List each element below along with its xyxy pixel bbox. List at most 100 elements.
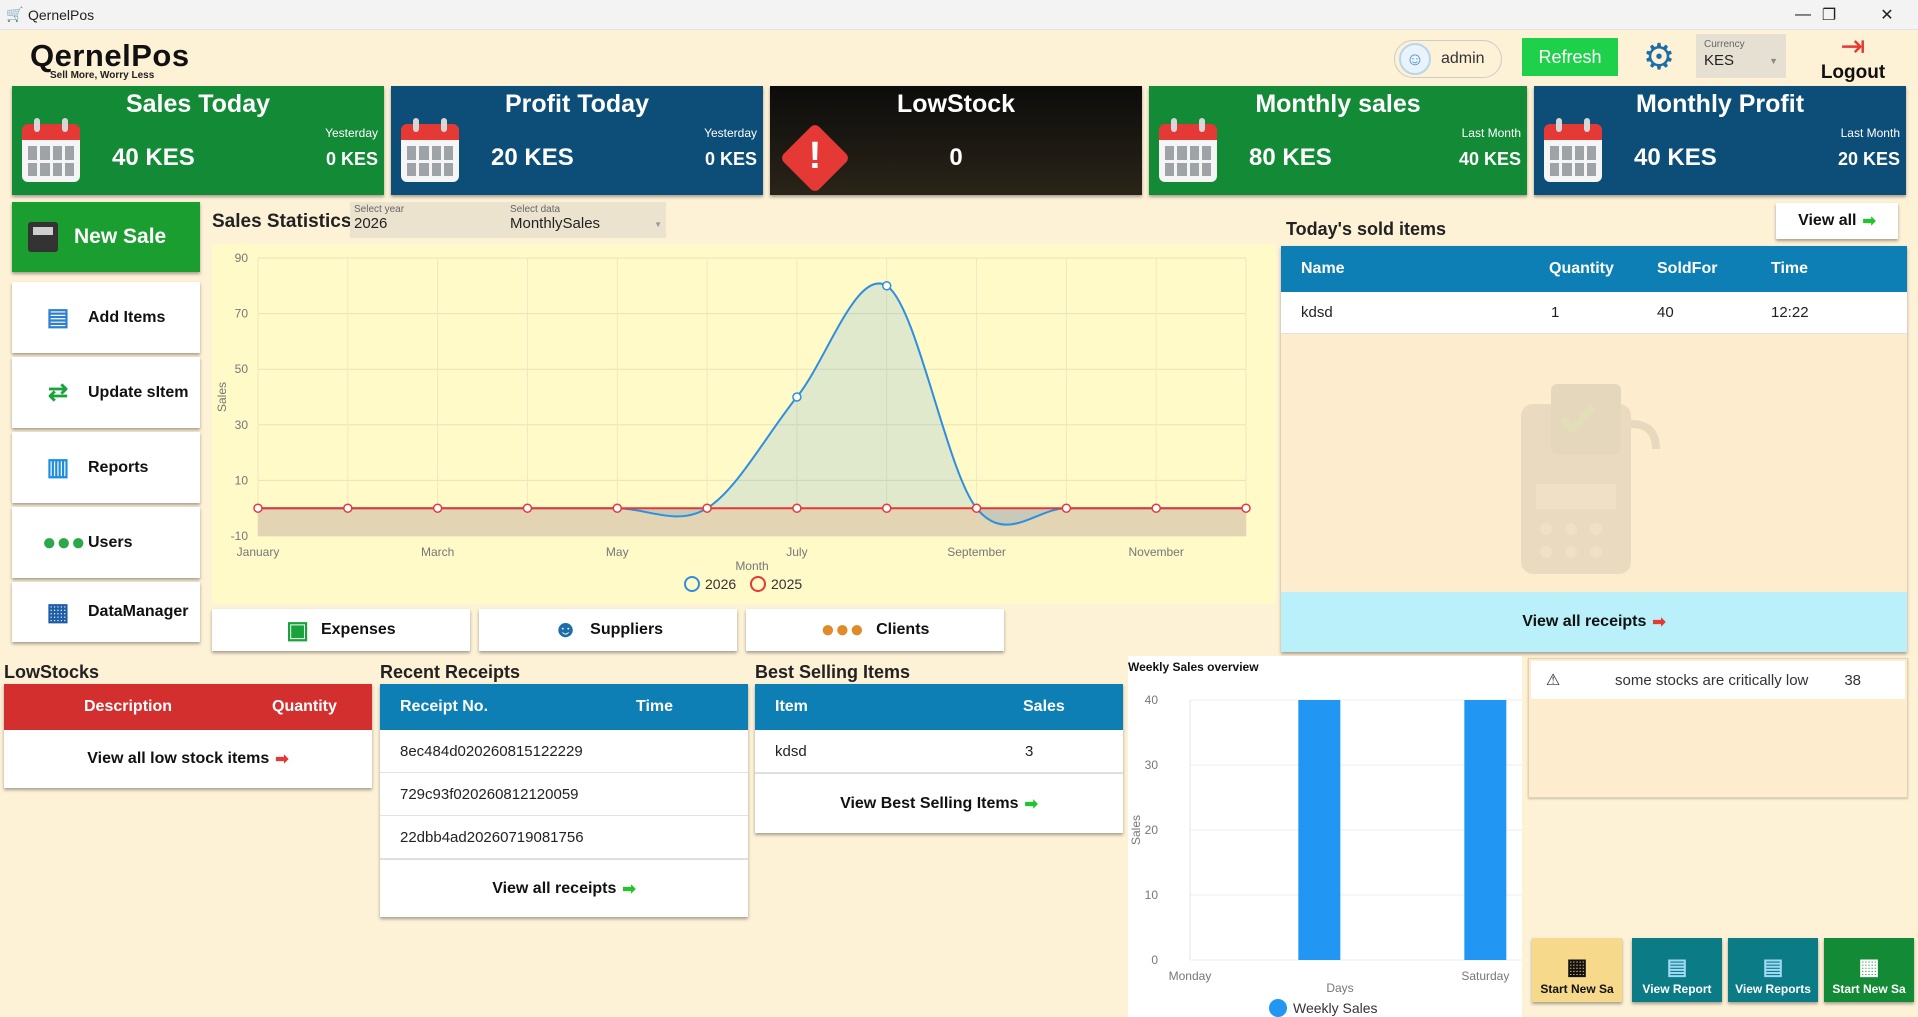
legend-label: 2026 <box>705 576 736 592</box>
series-2025-point <box>971 503 982 513</box>
sales-line-chart: 90 70 50 30 10 -10 January March May July Septembe… <box>215 251 1251 592</box>
chevron-down-icon: ▼ <box>654 220 662 229</box>
logout-button[interactable]: ⇥ Logout <box>1818 32 1888 84</box>
reports-button[interactable]: ▥ Reports <box>12 432 200 503</box>
document-icon: ▤ <box>1762 954 1784 979</box>
warning-icon: ⚠ <box>1545 672 1561 689</box>
currency-select[interactable]: Currency KES ▼ <box>1696 34 1786 78</box>
view-all-receipts-label: View all receipts <box>1522 613 1647 630</box>
card-title: Sales Today <box>125 90 271 118</box>
y-axis-label: Sales <box>215 382 229 412</box>
notification-item[interactable]: ⚠ some stocks are critically low 38 <box>1531 661 1905 699</box>
column-header: Item <box>775 698 808 715</box>
start-new-sale-quick-button[interactable]: ▦ Start New Sa <box>1532 938 1622 1002</box>
update-item-button[interactable]: ⇄ Update sItem <box>12 357 200 428</box>
view-all-receipts-button[interactable]: View all receipts ➡ <box>1281 592 1907 652</box>
y-tick-label: 10 <box>1145 888 1159 902</box>
card-profit-today: Profit Today 20 KES Yesterday 0 KES <box>391 86 763 195</box>
brand-logo: QernelPos Sell More, Worry Less <box>30 38 190 81</box>
clients-button[interactable]: ●●● Clients <box>746 609 1004 651</box>
arrow-right-icon: ➡ <box>1652 614 1666 631</box>
card-title: Monthly Profit <box>1635 90 1805 118</box>
view-low-stock-label: View all low stock items <box>87 750 270 767</box>
add-list-icon: ▤ <box>46 304 70 331</box>
wallet-icon: ▣ <box>286 616 309 644</box>
low-stocks-header: Description Quantity <box>4 684 372 730</box>
nav-label: Add Items <box>88 308 166 326</box>
series-2026-point <box>881 281 892 291</box>
view-report-quick-button[interactable]: ▤ View Report <box>1632 938 1722 1002</box>
table-row[interactable]: 22dbb4ad20260719081756 <box>380 816 748 859</box>
x-tick-label: Monday <box>1169 969 1212 983</box>
calendar-icon <box>1544 118 1602 182</box>
best-selling-header: Item Sales <box>755 684 1123 730</box>
quick-label: View Reports <box>1735 982 1811 996</box>
arrow-right-icon: ➡ <box>275 751 289 768</box>
suppliers-button[interactable]: ☻ Suppliers <box>479 609 737 651</box>
column-header: Quantity <box>1549 260 1614 277</box>
x-tick-label: September <box>947 545 1006 559</box>
arrow-right-icon: ➡ <box>1024 795 1038 813</box>
card-sub-label: Yesterday <box>704 126 757 140</box>
table-row[interactable]: 729c93f020260812120059 <box>380 773 748 816</box>
users-button[interactable]: ●●● Users <box>12 507 200 578</box>
card-sub-value: 20 KES <box>1837 149 1900 169</box>
sold-items-panel: Name Quantity SoldFor Time kdsd 1 40 12:… <box>1281 246 1907 652</box>
restore-icon[interactable]: ❐ <box>1821 7 1837 24</box>
card-title: Profit Today <box>505 90 649 118</box>
x-tick-label: July <box>786 545 807 559</box>
clients-label: Clients <box>876 621 930 638</box>
supplier-icon: ☻ <box>552 616 579 643</box>
card-value: 80 KES <box>1249 144 1332 171</box>
database-icon: ▦ <box>46 598 70 626</box>
new-sale-button[interactable]: New Sale <box>12 202 200 272</box>
close-icon[interactable]: ✕ <box>1880 7 1894 24</box>
expenses-button[interactable]: ▣ Expenses <box>212 609 470 651</box>
start-new-sale-quick-button-2[interactable]: ▦ Start New Sa <box>1824 938 1914 1002</box>
clients-icon: ●●● <box>820 616 865 643</box>
calendar-icon <box>22 118 80 182</box>
year-select-label: Select year <box>354 204 405 215</box>
table-row[interactable]: kdsd 1 40 12:22 <box>1281 292 1907 334</box>
view-reports-quick-button[interactable]: ▤ View Reports <box>1728 938 1818 1002</box>
arrow-right-icon: ➡ <box>1862 213 1876 230</box>
receipt-machine-icon <box>1521 384 1660 574</box>
data-manager-button[interactable]: ▦ DataManager <box>12 582 200 642</box>
nav-label: Update sItem <box>88 383 189 401</box>
column-header: Description <box>84 698 173 715</box>
sales-statistics-chart: 90 70 50 30 10 -10 January March May July Septembe… <box>212 244 1276 604</box>
brand-tagline: Sell More, Worry Less <box>50 70 155 81</box>
window-titlebar: 🛒 QernelPos — ❐ ✕ <box>0 0 1918 30</box>
recent-receipts-table: Receipt No. Time 8ec484d020260815122229 … <box>380 684 748 917</box>
card-value: 40 KES <box>112 144 195 171</box>
add-items-button[interactable]: ▤ Add Items <box>12 282 200 353</box>
gear-icon[interactable]: ⚙ <box>1642 36 1676 77</box>
suppliers-label: Suppliers <box>590 621 664 638</box>
view-all-sold-button[interactable]: View all ➡ <box>1776 203 1898 239</box>
data-select-value: MonthlySales <box>510 215 601 232</box>
quick-label: Start New Sa <box>1540 982 1614 996</box>
weekly-bar-chart: 40 30 20 10 0 Monday Saturday Days Sales Weekly S… <box>1129 693 1522 1017</box>
view-best-selling-button[interactable]: View Best Selling Items ➡ <box>755 773 1123 833</box>
bar <box>1298 700 1341 960</box>
legend-label: 2025 <box>771 576 802 592</box>
card-value: 20 KES <box>491 144 574 171</box>
table-cell: kdsd <box>1301 304 1333 321</box>
minimize-icon[interactable]: — <box>1795 6 1811 23</box>
user-menu[interactable]: ☺ admin <box>1394 40 1502 78</box>
data-select[interactable]: Select data MonthlySales ▼ <box>506 202 666 238</box>
user-name: admin <box>1441 50 1485 67</box>
table-row[interactable]: 8ec484d020260815122229 <box>380 730 748 773</box>
quick-label: Start New Sa <box>1832 982 1906 996</box>
view-low-stock-button[interactable]: View all low stock items ➡ <box>4 730 372 788</box>
year-select[interactable]: Select year 2026 <box>350 202 506 238</box>
series-2025-point <box>522 503 533 513</box>
series-2025-point <box>881 503 892 513</box>
arrow-right-icon: ➡ <box>622 880 636 898</box>
view-all-receipts-button[interactable]: View all receipts ➡ <box>380 859 748 917</box>
refresh-button[interactable]: Refresh <box>1522 38 1618 76</box>
recent-receipts-header: Receipt No. Time <box>380 684 748 730</box>
table-row[interactable]: kdsd 3 <box>755 730 1123 773</box>
card-title: Monthly sales <box>1255 90 1421 118</box>
column-header: Name <box>1301 260 1345 277</box>
